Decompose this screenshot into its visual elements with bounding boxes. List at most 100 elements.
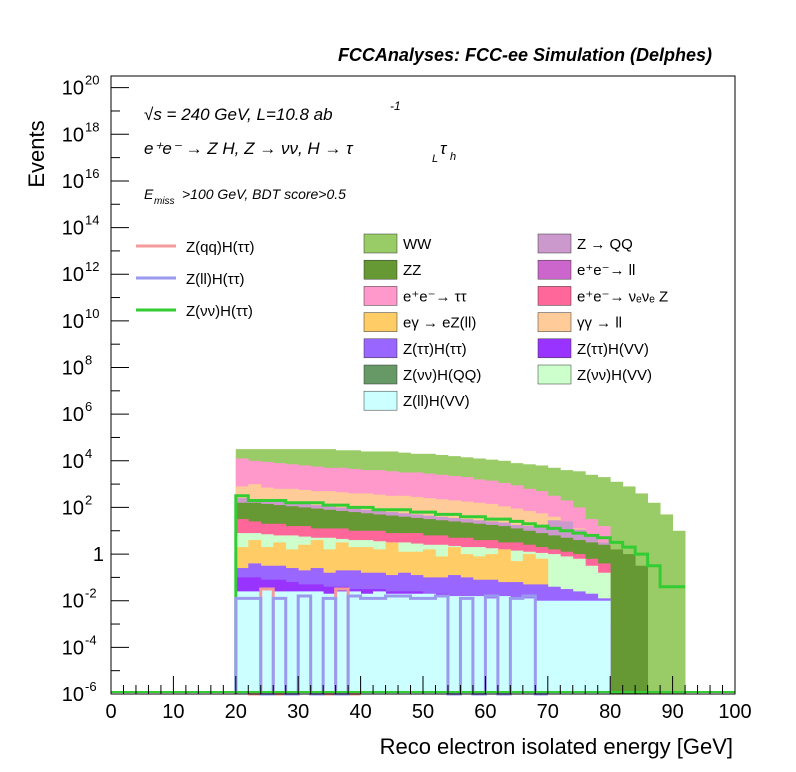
bar <box>647 502 661 694</box>
legend-fill-swatch <box>537 364 572 385</box>
annotation-energy: √s = 240 GeV, L=10.8 ab <box>144 105 333 124</box>
bar <box>535 600 549 694</box>
y-tick-exponent: 18 <box>85 119 99 134</box>
bar <box>597 600 611 694</box>
legend-fill-swatch <box>537 286 572 306</box>
annotation-cuts-e: E <box>144 186 154 202</box>
line-series-0 <box>234 494 686 694</box>
legend-fill-label: e⁺e⁻→ ττ <box>403 288 467 305</box>
bar <box>298 591 312 694</box>
legend-fill-swatch <box>363 364 398 385</box>
bar <box>610 549 624 694</box>
y-tick-label: 10 <box>62 451 84 473</box>
legend-fill-swatch <box>363 233 398 254</box>
bar <box>260 589 274 694</box>
stacked-histograms <box>235 449 686 694</box>
x-tick-label: 20 <box>225 701 247 723</box>
bar <box>248 591 262 694</box>
bar <box>310 591 324 694</box>
legend: Z(qq)H(ττ) Z(ll)H(ττ) Z(νν)H(ττ) WW Z → QQ ZZ… <box>136 233 668 411</box>
annotation-process: e⁺e⁻ → Z H, Z → νν, H → τ <box>144 139 354 158</box>
bar <box>323 593 337 694</box>
y-axis-label: Events <box>24 120 49 187</box>
bar <box>522 598 536 694</box>
y-tick-label: 10 <box>62 497 84 519</box>
y-tick-label: 10 <box>62 78 84 100</box>
y-tick-exponent: 6 <box>85 399 92 414</box>
y-tick-exponent: 12 <box>85 259 99 274</box>
bar <box>335 591 349 694</box>
legend-fill-swatch <box>363 259 398 280</box>
legend-fill-label: WW <box>403 236 432 253</box>
legend-fill-label: Z → QQ <box>577 236 633 253</box>
bar <box>635 565 649 694</box>
y-tick-exponent: 10 <box>85 306 99 321</box>
y-tick-label: 10 <box>62 264 84 286</box>
bar <box>485 598 499 694</box>
y-tick-exponent: -6 <box>85 679 97 694</box>
annotation-lumi-exponent: -1 <box>390 99 401 113</box>
bar <box>510 598 524 694</box>
bar <box>348 591 361 694</box>
legend-fill-label: e⁺e⁻→ νₑνₑ Z <box>577 288 668 305</box>
annotation-block: √s = 240 GeV, L=10.8 ab -1 e⁺e⁻ → Z H, Z… <box>144 99 456 207</box>
y-tick-exponent: 4 <box>85 446 92 461</box>
legend-fill-label: γγ → ll <box>577 315 622 332</box>
legend-fill-swatch <box>537 338 572 359</box>
y-tick-exponent: 16 <box>85 166 99 181</box>
legend-fill-swatch <box>363 312 398 332</box>
page-title: FCCAnalyses: FCC-ee Simulation (Delphes) <box>338 45 712 65</box>
legend-fill-swatch <box>537 312 572 332</box>
x-tick-label: 80 <box>599 701 621 723</box>
annotation-cuts-sub: miss <box>154 196 175 207</box>
x-tick-label: 30 <box>287 701 309 723</box>
legend-fill-swatch <box>363 390 398 411</box>
legend-fill-label: Z(νν)H(QQ) <box>403 367 481 384</box>
bar <box>585 600 599 694</box>
x-tick-label: 90 <box>661 701 683 723</box>
bar <box>273 591 287 694</box>
x-tick-label: 0 <box>105 701 116 723</box>
bar <box>235 591 249 694</box>
y-tick-exponent: 8 <box>85 353 92 368</box>
bar <box>410 593 424 694</box>
bar <box>672 530 686 694</box>
x-axis-label: Reco electron isolated energy [GeV] <box>380 734 733 759</box>
x-tick-label: 70 <box>537 701 559 723</box>
bar <box>423 593 436 694</box>
legend-fill-label: eγ → eZ(ll) <box>403 315 476 332</box>
x-tick-label: 40 <box>349 701 371 723</box>
legend-fill-label: Z(ττ)H(ττ) <box>403 341 467 358</box>
bar <box>472 596 486 694</box>
y-tick-label: 10 <box>62 404 84 426</box>
x-tick-label: 100 <box>718 701 751 723</box>
x-tick-label: 10 <box>162 701 184 723</box>
bar <box>497 596 511 694</box>
y-tick-exponent: -4 <box>85 632 97 647</box>
bar <box>660 514 673 694</box>
y-tick-label: 10 <box>62 171 84 193</box>
y-tick-label: 1 <box>93 544 104 566</box>
legend-line-label: Z(qq)H(ττ) <box>186 239 255 256</box>
bar <box>460 596 474 694</box>
legend-fill-swatch <box>363 286 398 306</box>
bar <box>285 591 299 694</box>
bar <box>547 600 561 694</box>
hist-10 <box>235 589 611 694</box>
y-tick-label: 10 <box>62 637 84 659</box>
y-tick-label: 10 <box>62 591 84 613</box>
y-tick-label: 10 <box>62 684 84 706</box>
bar <box>447 596 461 694</box>
y-tick-label: 10 <box>62 124 84 146</box>
bar <box>622 554 636 694</box>
legend-fill-swatch <box>363 338 398 359</box>
legend-fill-swatch <box>537 259 572 280</box>
legend-fill-label: Z(ττ)H(VV) <box>577 341 649 358</box>
legend-line-label: Z(νν)H(ττ) <box>186 303 253 320</box>
bar <box>560 600 574 694</box>
legend-line-label: Z(ll)H(ττ) <box>186 271 245 288</box>
y-tick-exponent: 14 <box>85 213 99 228</box>
y-tick-label: 10 <box>62 311 84 333</box>
